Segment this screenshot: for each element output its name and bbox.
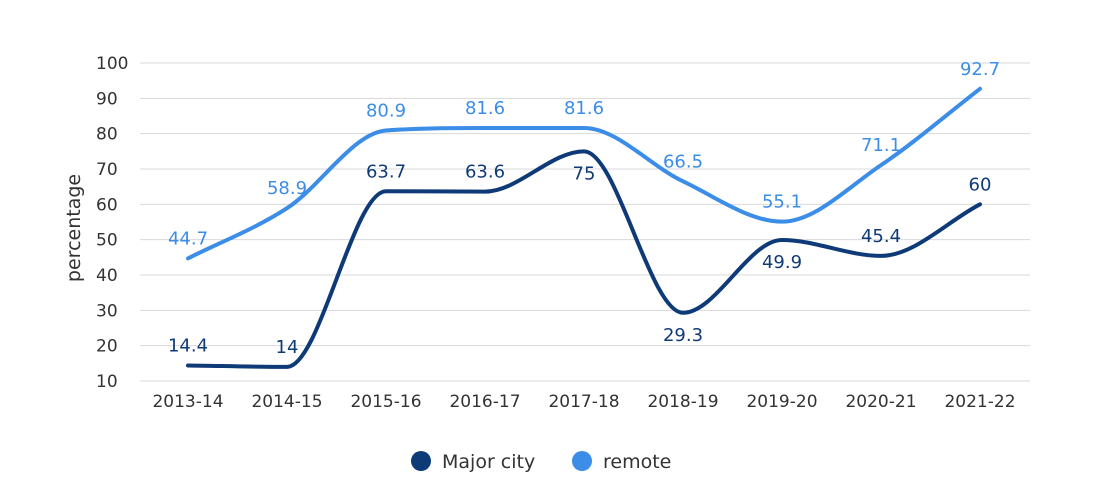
y-tick-label: 10	[96, 372, 118, 392]
y-tick-label: 80	[96, 125, 118, 145]
data-label: 92.7	[960, 59, 1000, 80]
legend-marker	[572, 451, 592, 471]
y-axis-ticks: 10 20 30 40 50 60 70 80 90 100	[96, 54, 128, 392]
data-labels: 14.4 14 63.7 63.6 75 29.3 49.9 45.4 60 44.7 58.9 80…	[168, 59, 1000, 358]
x-tick-label: 2018-19	[647, 392, 718, 412]
x-tick-label: 2020-21	[845, 392, 916, 412]
data-label: 75	[573, 163, 596, 184]
y-tick-label: 100	[96, 54, 128, 74]
data-label: 14	[276, 337, 299, 358]
data-label: 63.6	[465, 162, 505, 183]
y-axis-label: percentage	[63, 174, 85, 282]
data-label: 29.3	[663, 325, 703, 346]
x-axis-ticks: 2013-14 2014-15 2015-16 2016-17 2017-18 2018-…	[152, 392, 1015, 412]
data-label: 45.4	[861, 226, 901, 247]
y-tick-label: 70	[96, 160, 118, 180]
data-label: 58.9	[267, 178, 307, 199]
data-label: 66.5	[663, 151, 703, 172]
x-tick-label: 2013-14	[152, 392, 223, 412]
x-tick-label: 2016-17	[449, 392, 520, 412]
legend-label: remote	[603, 451, 671, 473]
x-tick-label: 2021-22	[944, 392, 1015, 412]
y-tick-label: 40	[96, 266, 118, 286]
y-tick-label: 60	[96, 195, 118, 215]
series-line-remote	[186, 86, 982, 261]
data-label: 71.1	[861, 135, 901, 156]
data-label: 63.7	[366, 161, 406, 182]
data-label: 60	[969, 174, 992, 195]
y-tick-label: 50	[96, 231, 118, 251]
x-tick-label: 2019-20	[746, 392, 817, 412]
data-label: 81.6	[465, 98, 505, 119]
data-label: 49.9	[762, 252, 802, 273]
data-label: 55.1	[762, 192, 802, 213]
legend-marker	[411, 451, 431, 471]
y-tick-label: 30	[96, 301, 118, 321]
legend-label: Major city	[442, 451, 535, 473]
x-tick-label: 2014-15	[251, 392, 322, 412]
grid-lines	[140, 62, 1030, 382]
legend: Major city remote	[411, 451, 671, 473]
y-tick-label: 90	[96, 89, 118, 109]
series-line-major-city	[186, 149, 982, 369]
data-label: 80.9	[366, 100, 406, 121]
data-label: 14.4	[168, 335, 208, 356]
y-tick-label: 20	[96, 337, 118, 357]
x-tick-label: 2015-16	[350, 392, 421, 412]
data-label: 81.6	[564, 98, 604, 119]
series-lines	[186, 86, 982, 369]
data-label: 44.7	[168, 228, 208, 249]
x-tick-label: 2017-18	[548, 392, 619, 412]
